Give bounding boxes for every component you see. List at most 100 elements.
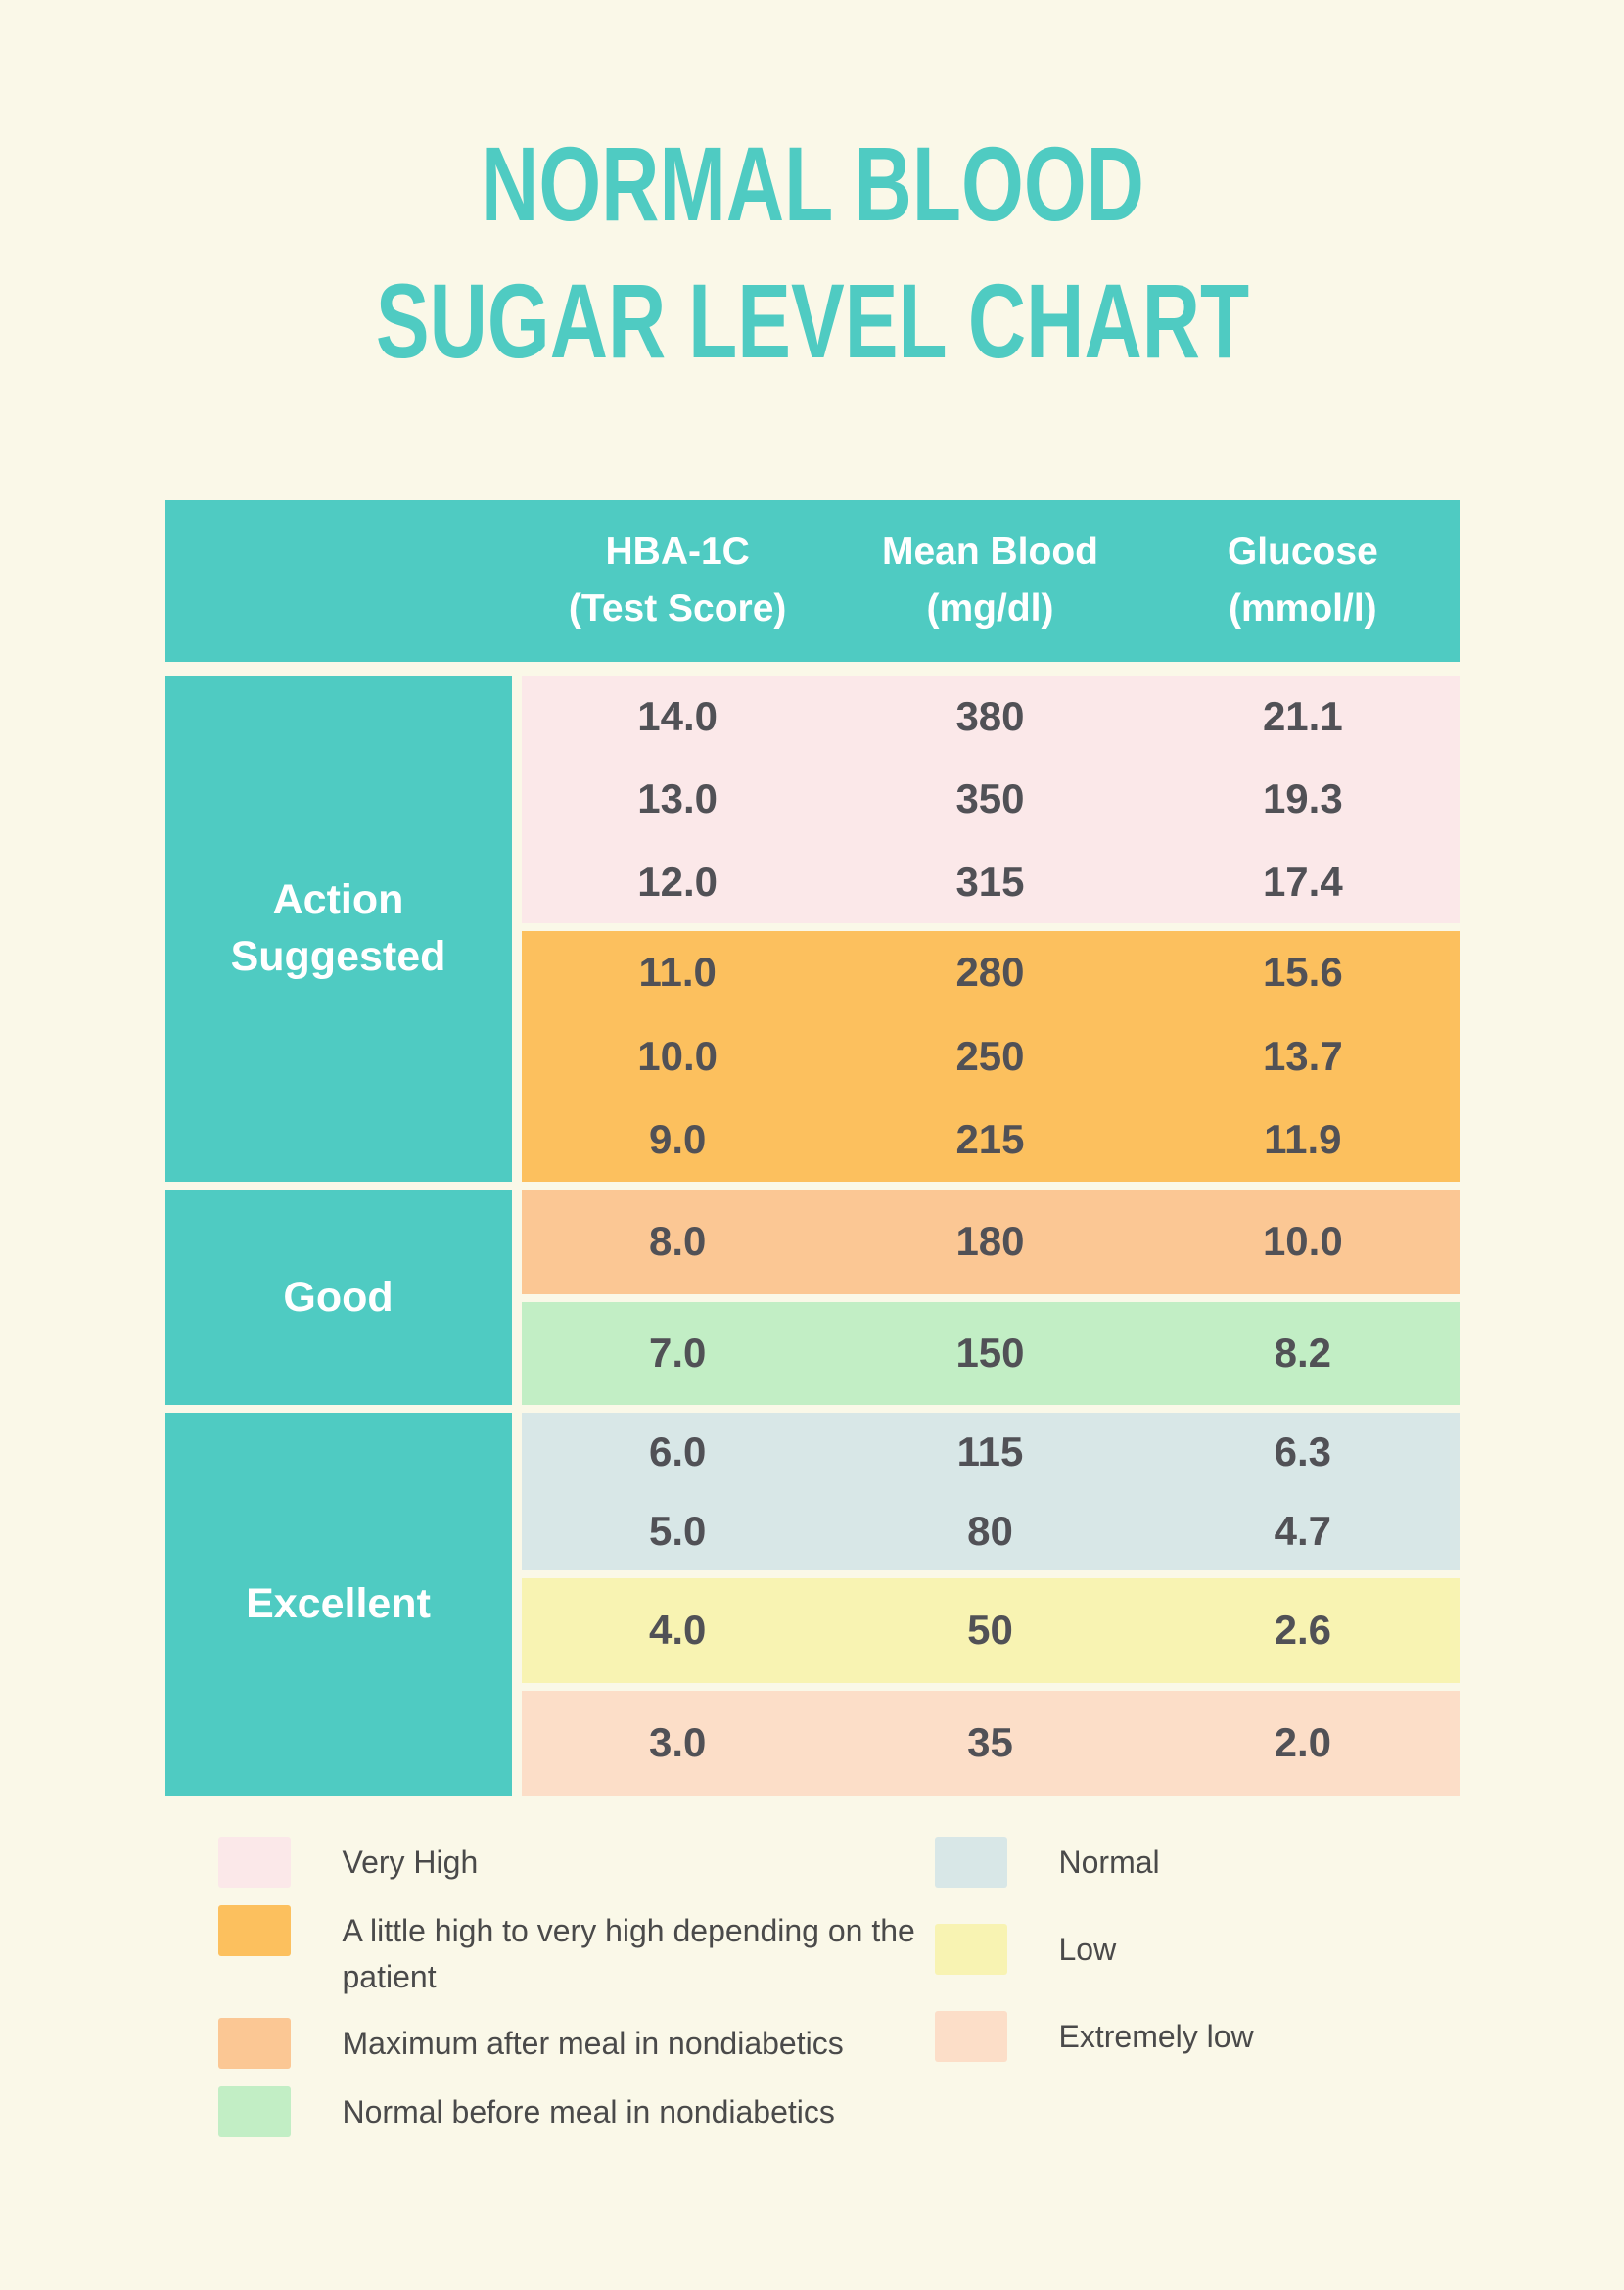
band-max-after-meal: 8.0 180 10.0 [521,1189,1460,1294]
group-label-action-suggested: Action Suggested [164,675,512,1182]
column-header-hba1c-line2: (Test Score) [568,587,787,631]
band-normal-before-meal: 7.0 150 8.2 [521,1301,1460,1405]
legend-swatch-a-little-high [217,1904,291,1956]
value-cell: 3.0 [648,1719,707,1766]
value-cell: 6.0 [648,1428,707,1475]
legend-label: A little high to very high depending on … [342,1912,915,1994]
legend-label: Normal [1058,1844,1160,1880]
value-cell: 10.0 [1262,1218,1343,1265]
legend-swatch-normal [934,1836,1007,1888]
table-row: 10.0 250 13.7 [522,1014,1460,1098]
value-cell: 80 [967,1507,1013,1554]
value-cell: 35 [967,1719,1013,1766]
value-cell: 17.4 [1262,858,1343,905]
band-extremely-low: 3.0 35 2.0 [521,1690,1460,1796]
legend-item-max-after-meal: Maximum after meal in nondiabetics [217,2017,935,2069]
value-cell: 150 [955,1330,1025,1377]
column-header-mean-blood-line2: (mg/dl) [926,587,1054,631]
value-cell: 2.0 [1274,1719,1332,1766]
table-row: 12.0 315 17.4 [522,840,1460,922]
value-cell: 11.0 [638,949,717,996]
table-row: 14.0 380 21.1 [522,676,1460,758]
group-label-good: Good [164,1189,512,1405]
legend-item-very-high: Very High [217,1836,935,1888]
data-columns: 14.0 380 21.1 13.0 350 19.3 12.0 315 17.… [521,675,1460,1796]
legend: Very High A little high to very high dep… [165,1836,1460,2155]
legend-swatch-very-high [217,1836,291,1888]
column-header-mean-blood: Mean Blood (mg/dl) [834,524,1146,638]
legend-item-normal: Normal [934,1836,1460,1888]
legend-swatch-max-after-meal [217,2017,291,2069]
value-cell: 5.0 [648,1507,707,1554]
table-row: 11.0 280 15.6 [522,931,1460,1014]
column-header-mean-blood-line1: Mean Blood [881,530,1098,573]
value-cell: 2.6 [1274,1607,1332,1654]
blood-sugar-table: HBA-1C (Test Score) Mean Blood (mg/dl) G… [164,499,1460,1796]
value-cell: 215 [955,1116,1025,1163]
value-cell: 280 [955,949,1025,996]
column-header-glucose: Glucose (mmol/l) [1146,524,1459,638]
legend-left-column: Very High A little high to very high dep… [217,1836,935,2155]
band-very-high: 14.0 380 21.1 13.0 350 19.3 12.0 315 17.… [521,675,1460,923]
value-cell: 380 [955,692,1025,739]
group-label-excellent-text: Excellent [246,1580,431,1628]
row-group-labels-column: Action Suggested Good Excellent [164,675,512,1796]
legend-item-normal-before-meal: Normal before meal in nondiabetics [217,2085,935,2137]
legend-swatch-normal-before-meal [217,2085,291,2137]
value-cell: 19.3 [1262,775,1343,822]
column-header-hba1c-line1: HBA-1C [605,530,750,573]
value-cell: 9.0 [648,1116,707,1163]
value-cell: 14.0 [637,692,719,739]
legend-swatch-extremely-low [934,2010,1007,2062]
group-label-good-text: Good [283,1273,394,1321]
table-row: 8.0 180 10.0 [522,1190,1460,1294]
column-header-glucose-line1: Glucose [1227,530,1378,573]
table-row: 7.0 150 8.2 [522,1302,1460,1405]
table-body: Action Suggested Good Excellent 14.0 380… [164,675,1460,1796]
legend-right-column: Normal Low Extremely low [934,1836,1460,2155]
page-title: NORMAL BLOOD SUGAR LEVEL CHART [320,116,1304,391]
value-cell: 6.3 [1274,1428,1332,1475]
legend-label: Normal before meal in nondiabetics [342,2093,835,2129]
value-cell: 10.0 [637,1032,719,1079]
value-cell: 180 [955,1218,1025,1265]
group-label-excellent: Excellent [164,1412,512,1796]
band-a-little-high: 11.0 280 15.6 10.0 250 13.7 9.0 215 11.9 [521,930,1460,1182]
page-title-line-1: NORMAL BLOOD [480,124,1144,243]
page: NORMAL BLOOD SUGAR LEVEL CHART HBA-1C (T… [164,0,1460,2155]
value-cell: 13.0 [637,775,719,822]
legend-item-extremely-low: Extremely low [934,2010,1460,2062]
table-row: 4.0 50 2.6 [522,1578,1460,1683]
legend-label: Very High [342,1844,479,1880]
band-low: 4.0 50 2.6 [521,1577,1460,1683]
value-cell: 50 [967,1607,1013,1654]
value-cell: 350 [955,775,1025,822]
table-header-row: HBA-1C (Test Score) Mean Blood (mg/dl) G… [164,499,1460,662]
legend-label: Low [1058,1931,1117,1967]
value-cell: 21.1 [1262,692,1343,739]
value-cell: 115 [956,1428,1024,1475]
column-header-glucose-line2: (mmol/l) [1228,587,1377,631]
value-cell: 12.0 [637,858,719,905]
value-cell: 7.0 [648,1330,707,1377]
value-cell: 11.9 [1264,1116,1342,1163]
table-row: 6.0 115 6.3 [522,1413,1460,1492]
table-row: 5.0 80 4.7 [522,1491,1460,1570]
legend-label: Extremely low [1058,2018,1254,2054]
legend-item-a-little-high: A little high to very high depending on … [217,1904,935,2000]
legend-item-low: Low [934,1923,1460,1975]
table-row: 13.0 350 19.3 [522,758,1460,840]
page-title-line-2: SUGAR LEVEL CHART [375,261,1249,381]
group-label-action-suggested-text: Action Suggested [230,876,446,981]
value-cell: 13.7 [1262,1032,1343,1079]
value-cell: 4.0 [648,1607,707,1654]
band-normal: 6.0 115 6.3 5.0 80 4.7 [521,1412,1460,1570]
value-cell: 8.2 [1274,1330,1332,1377]
value-cell: 4.7 [1274,1507,1332,1554]
value-cell: 15.6 [1262,949,1343,996]
table-row: 3.0 35 2.0 [522,1691,1460,1796]
legend-swatch-low [934,1923,1007,1975]
table-row: 9.0 215 11.9 [522,1098,1460,1181]
legend-label: Maximum after meal in nondiabetics [342,2025,844,2061]
value-cell: 8.0 [648,1218,707,1265]
